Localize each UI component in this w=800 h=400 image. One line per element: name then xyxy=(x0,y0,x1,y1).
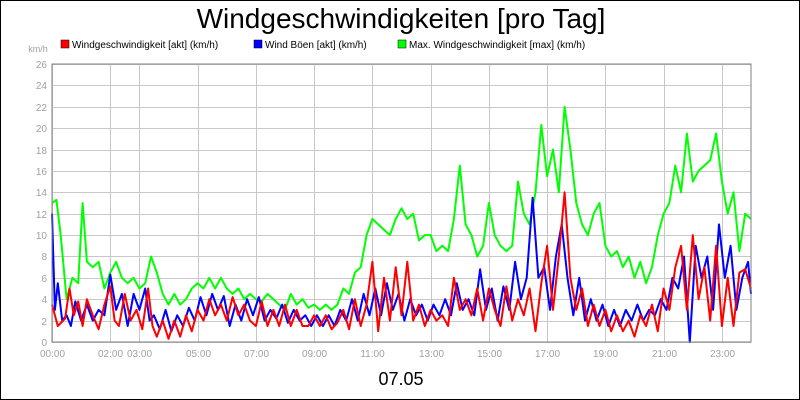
plot-area xyxy=(52,64,751,342)
legend-swatch xyxy=(253,39,263,49)
x-tick-label: 03:00 xyxy=(127,349,152,360)
y-tick-label: 22 xyxy=(36,103,48,114)
legend: Windgeschwindigkeit [akt] (km/h) Wind Böe… xyxy=(60,39,585,51)
x-tick-label: 13:00 xyxy=(419,349,444,360)
legend-label: Max. Windgeschwindigkeit [max] (km/h) xyxy=(409,40,585,51)
x-tick-label: 05:00 xyxy=(186,349,211,360)
y-tick-label: 6 xyxy=(41,274,47,285)
series-line-2 xyxy=(51,105,752,311)
y-tick-label: 16 xyxy=(36,167,48,178)
series-lines xyxy=(51,105,752,343)
x-tick-label: 23:00 xyxy=(710,349,735,360)
y-tick-label: 14 xyxy=(36,188,48,199)
y-tick-label: 2 xyxy=(41,317,47,328)
y-tick-label: 24 xyxy=(36,81,48,92)
y-tick-label: 4 xyxy=(41,295,47,306)
x-axis-ticks: 00:00 02:00 03:00 05:00 07:00 09:00 11:00 13:00… xyxy=(40,349,735,360)
y-tick-label: 26 xyxy=(36,60,48,71)
series-line-1 xyxy=(51,196,752,343)
y-tick-label: 20 xyxy=(36,124,48,135)
legend-label: Wind Böen [akt] (km/h) xyxy=(265,40,367,51)
y-axis-unit: km/h xyxy=(28,44,48,54)
y-tick-label: 18 xyxy=(36,146,48,157)
date-label: 07.05 xyxy=(378,369,423,389)
x-tick-label: 19:00 xyxy=(593,349,618,360)
x-tick-label: 00:00 xyxy=(40,349,65,360)
x-tick-label: 09:00 xyxy=(302,349,327,360)
legend-swatch xyxy=(397,39,407,49)
legend-label: Windgeschwindigkeit [akt] (km/h) xyxy=(72,40,218,51)
y-tick-label: 8 xyxy=(41,252,47,263)
plot-frame xyxy=(51,63,752,343)
x-tick-label: 21:00 xyxy=(652,349,677,360)
x-tick-label: 02:00 xyxy=(98,349,123,360)
y-tick-label: 10 xyxy=(36,231,48,242)
x-tick-label: 15:00 xyxy=(477,349,502,360)
chart-title: Windgeschwindigkeiten [pro Tag] xyxy=(197,3,606,34)
series-line-0 xyxy=(51,191,752,340)
x-tick-label: 17:00 xyxy=(535,349,560,360)
y-tick-label: 12 xyxy=(36,210,48,221)
x-tick-label: 07:00 xyxy=(244,349,269,360)
legend-swatch xyxy=(60,39,70,49)
y-tick-label: 0 xyxy=(41,338,47,349)
x-tick-label: 11:00 xyxy=(360,349,385,360)
